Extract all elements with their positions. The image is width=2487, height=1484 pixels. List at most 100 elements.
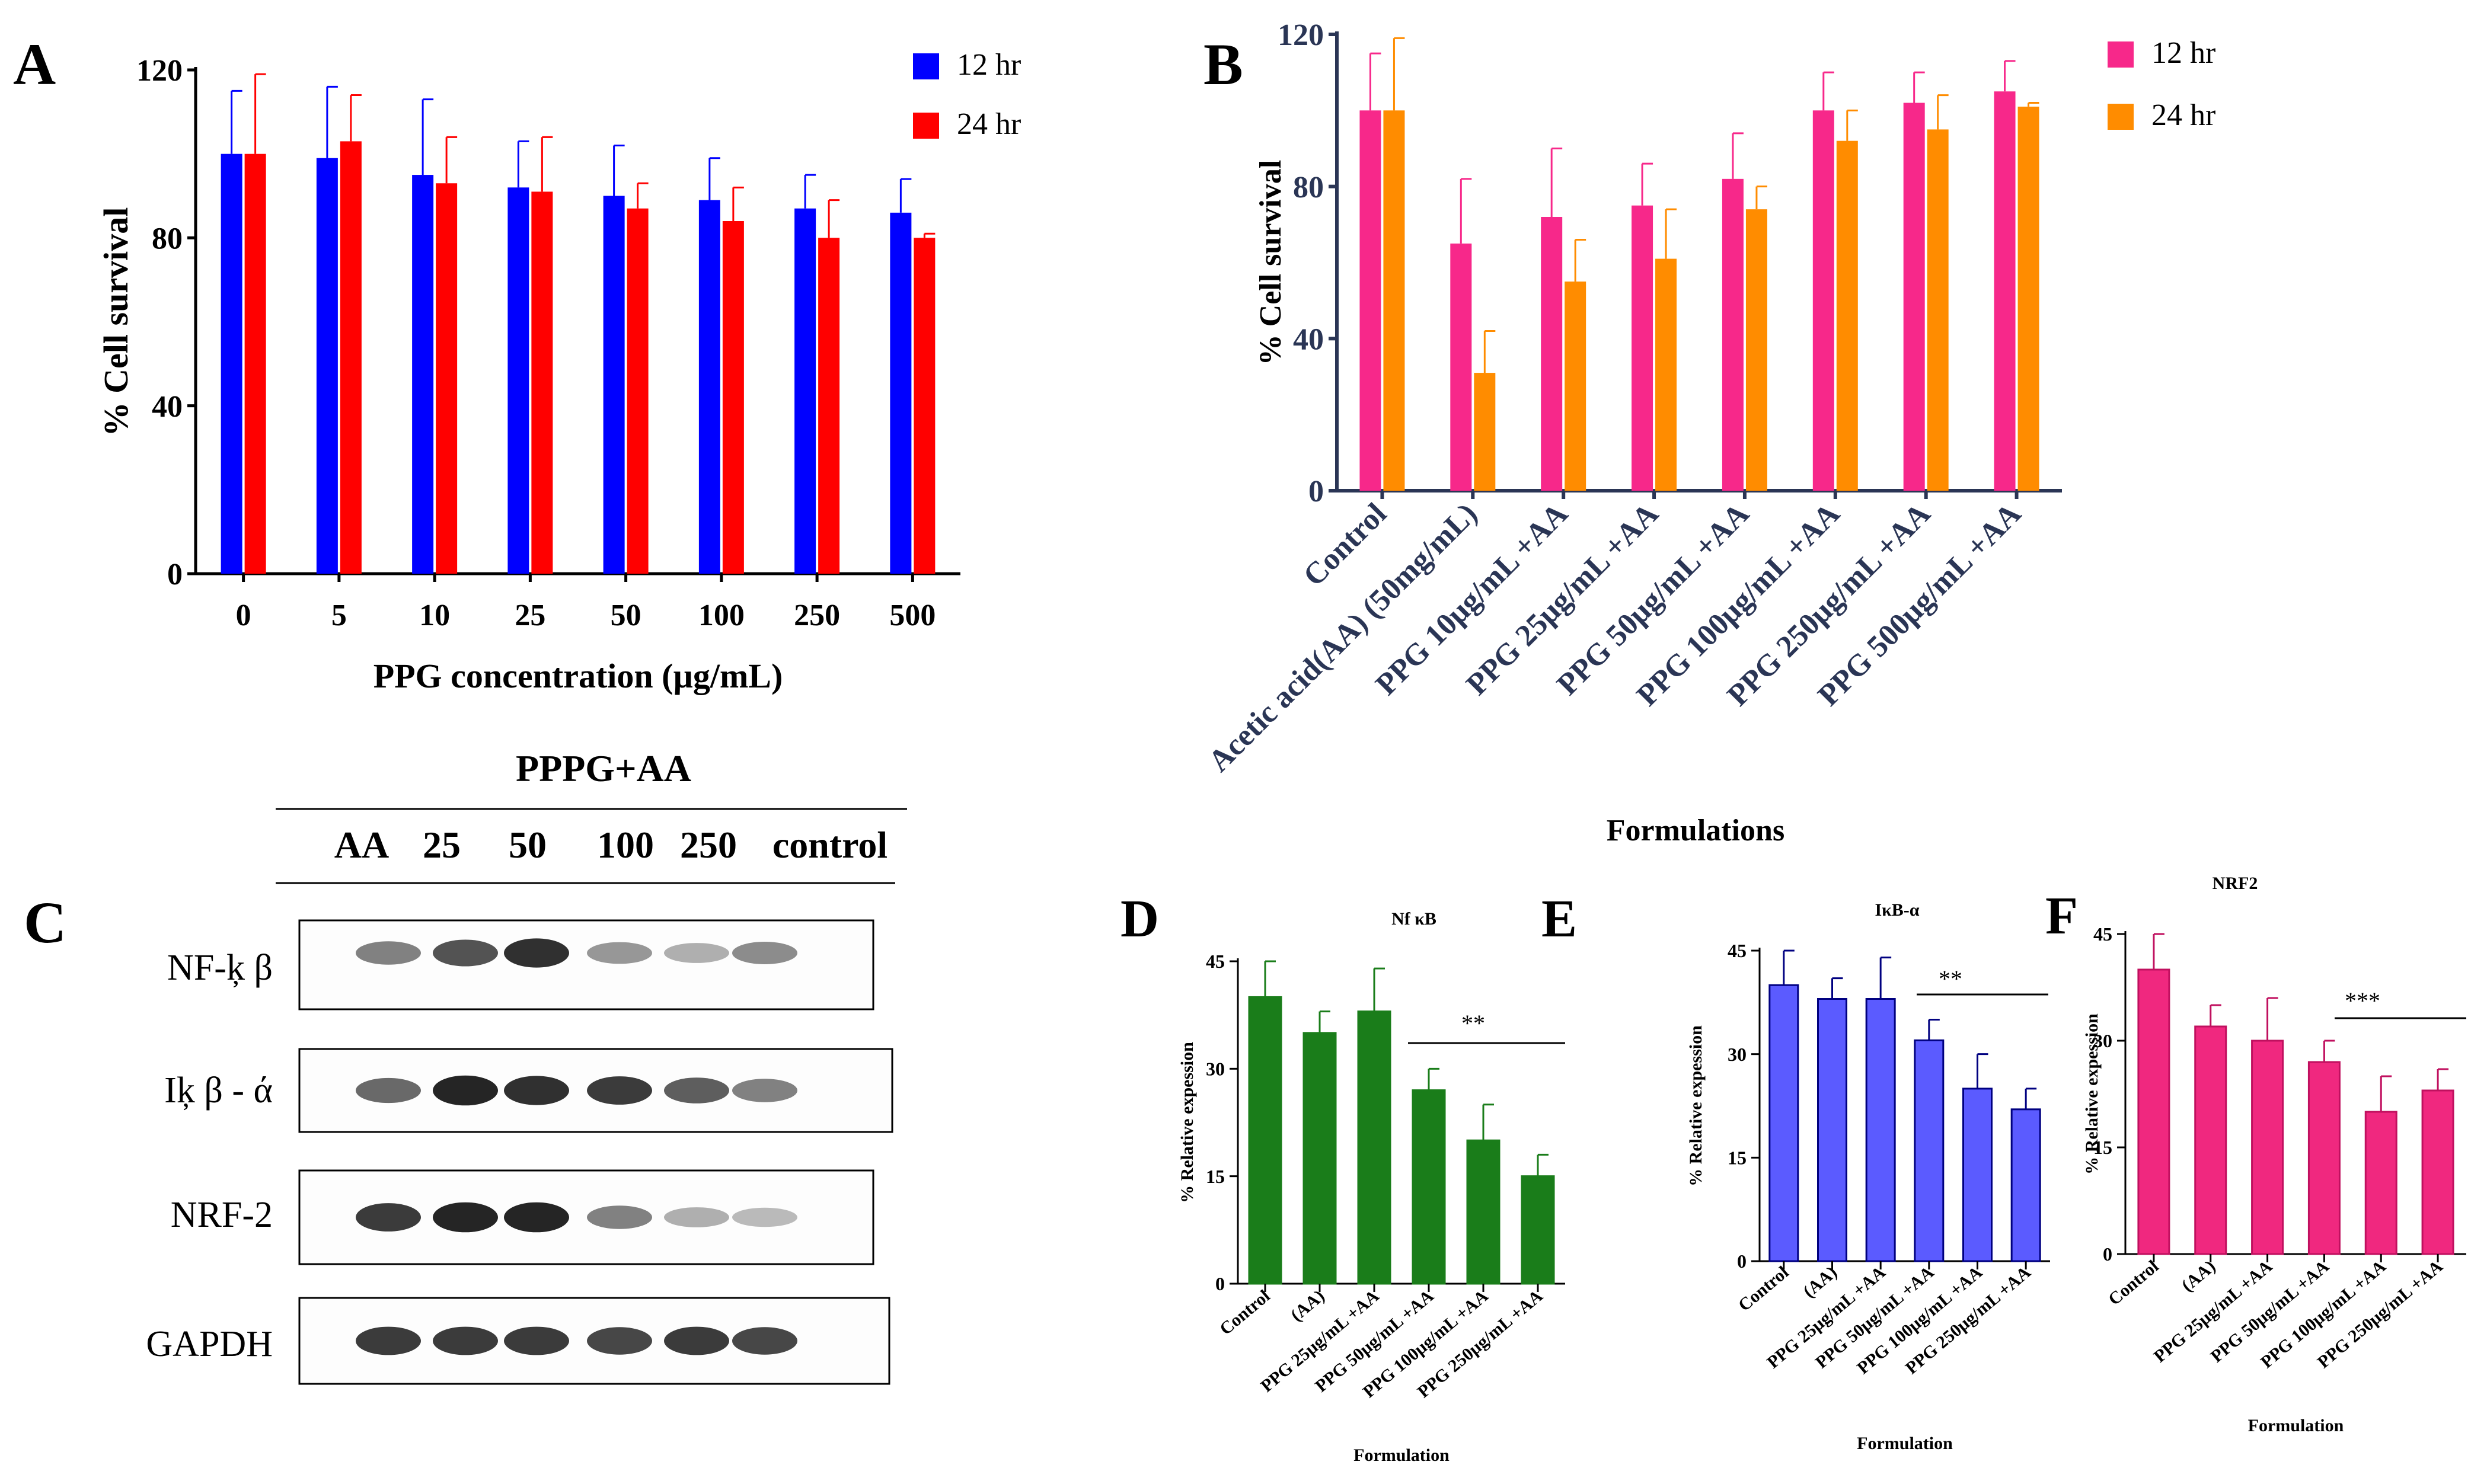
y-tick-label: 45: [1728, 940, 1747, 961]
blot-band: [664, 1207, 729, 1227]
x-tick-label: 500: [889, 599, 936, 632]
blot-band: [433, 1202, 498, 1233]
bar-12-hr-0: [1359, 110, 1381, 491]
blot-row-label: NRF-2: [171, 1195, 273, 1235]
bar-iκb-α-0: [1768, 984, 1799, 1262]
blot-band: [587, 1205, 652, 1229]
significance-marker: ***: [2345, 987, 2380, 1014]
x-axis-label: Formulation: [2248, 1416, 2344, 1435]
y-axis-label: % Cell survival: [97, 207, 135, 437]
panel-label-a: A: [13, 31, 56, 97]
y-tick-label: 30: [2093, 1030, 2112, 1051]
x-axis-label: Formulation: [1353, 1445, 1450, 1465]
y-tick-label: 15: [2093, 1137, 2112, 1158]
bar-12-hr-0: [221, 153, 242, 574]
blot-band: [356, 1326, 421, 1355]
bar-12-hr-3: [1632, 205, 1653, 491]
y-tick-label: 120: [136, 54, 183, 88]
bar-12-hr-1: [1450, 243, 1472, 491]
blot-lane-label: 50: [509, 824, 547, 866]
blot-band: [732, 942, 797, 964]
x-tick-label: 0: [236, 599, 251, 632]
blot-band: [504, 1076, 569, 1105]
legend-label: 24 hr: [2151, 98, 2215, 132]
chart-title: IκB-α: [1875, 900, 1919, 920]
legend-swatch: [913, 113, 939, 139]
bar-24-hr-1: [340, 141, 362, 574]
blot-band: [664, 943, 729, 963]
bar-nrf2-2: [2251, 1040, 2284, 1255]
bar-12-hr-4: [1722, 178, 1744, 491]
bar-nf-κb-5: [1521, 1175, 1555, 1285]
blot-lane-label: AA: [334, 824, 389, 866]
y-tick-label: 120: [1278, 18, 1324, 52]
bar-iκb-α-5: [2010, 1108, 2041, 1262]
bar-iκb-α-4: [1962, 1088, 1993, 1262]
y-axis-label: % Relative expession: [2082, 1013, 2102, 1175]
panel-label-f: F: [2045, 887, 2078, 945]
blot-lane-label: 250: [680, 824, 737, 866]
panel-label-c: C: [24, 890, 66, 955]
legend-label: 12 hr: [957, 48, 1021, 82]
blot-band: [433, 939, 498, 967]
bar-24-hr-2: [436, 183, 458, 574]
blot-band: [504, 1326, 569, 1355]
bar-24-hr-5: [722, 221, 744, 574]
y-tick-label: 0: [2103, 1243, 2112, 1265]
blot-band: [587, 942, 652, 964]
blot-band: [433, 1075, 498, 1106]
bar-12-hr-3: [507, 187, 529, 574]
blot-row-label: GAPDH: [146, 1324, 273, 1364]
blot-band: [356, 1203, 421, 1232]
blot-band: [732, 1207, 797, 1227]
bar-12-hr-7: [1994, 91, 2016, 491]
bar-12-hr-7: [890, 212, 912, 574]
y-tick-label: 45: [1206, 951, 1225, 972]
panel-label-e: E: [1541, 890, 1577, 948]
x-tick-label: (AA): [1287, 1286, 1329, 1325]
bar-24-hr-0: [1383, 110, 1405, 491]
blot-band: [732, 1079, 797, 1102]
x-axis-label: Formulations: [1607, 814, 1784, 847]
bar-nrf2-5: [2421, 1089, 2454, 1255]
y-tick-label: 15: [1206, 1166, 1225, 1187]
bar-iκb-α-2: [1865, 998, 1896, 1262]
chart-title: Nf κB: [1391, 909, 1436, 929]
panel-label-b: B: [1203, 31, 1243, 97]
blot-band: [504, 938, 569, 968]
chart-a: 0 40 80 120 0 5 10 25 50 100 250 500 % Cell survival…: [97, 48, 1021, 695]
blot-lane-label: 25: [423, 824, 461, 866]
y-tick-label: 40: [152, 390, 183, 424]
blot-band: [356, 1077, 421, 1104]
bar-nf-κb-2: [1357, 1010, 1391, 1285]
y-tick-label: 0: [1737, 1250, 1747, 1272]
blot-band: [433, 1326, 498, 1355]
legend-label: 12 hr: [2151, 36, 2215, 70]
y-tick-label: 80: [1293, 171, 1324, 204]
y-tick-label: 45: [2093, 923, 2112, 945]
bar-24-hr-2: [1565, 282, 1586, 491]
blot-band: [664, 1326, 729, 1355]
legend-swatch: [913, 53, 939, 79]
bar-24-hr-3: [531, 191, 553, 574]
y-axis-label: % Relative expession: [1686, 1025, 1706, 1186]
blot-membrane: [298, 919, 874, 1010]
bar-nrf2-1: [2194, 1025, 2227, 1255]
x-tick-label: 100: [698, 599, 745, 632]
bar-24-hr-5: [1836, 140, 1858, 491]
legend-swatch: [2108, 104, 2134, 130]
x-tick-label: Control: [2105, 1256, 2162, 1309]
blot-lane-label: 100: [597, 824, 654, 866]
bar-12-hr-5: [1812, 110, 1834, 491]
bar-nf-κb-4: [1466, 1139, 1500, 1285]
blot-row-label: Iķ β - ά: [164, 1070, 273, 1111]
y-tick-label: 30: [1728, 1044, 1747, 1065]
bar-nrf2-0: [2137, 968, 2170, 1255]
y-tick-label: 0: [1308, 475, 1324, 508]
bar-24-hr-3: [1655, 258, 1677, 491]
bar-24-hr-7: [2017, 106, 2039, 491]
bar-24-hr-6: [1927, 129, 1949, 491]
chart-title: NRF2: [2213, 874, 2258, 893]
